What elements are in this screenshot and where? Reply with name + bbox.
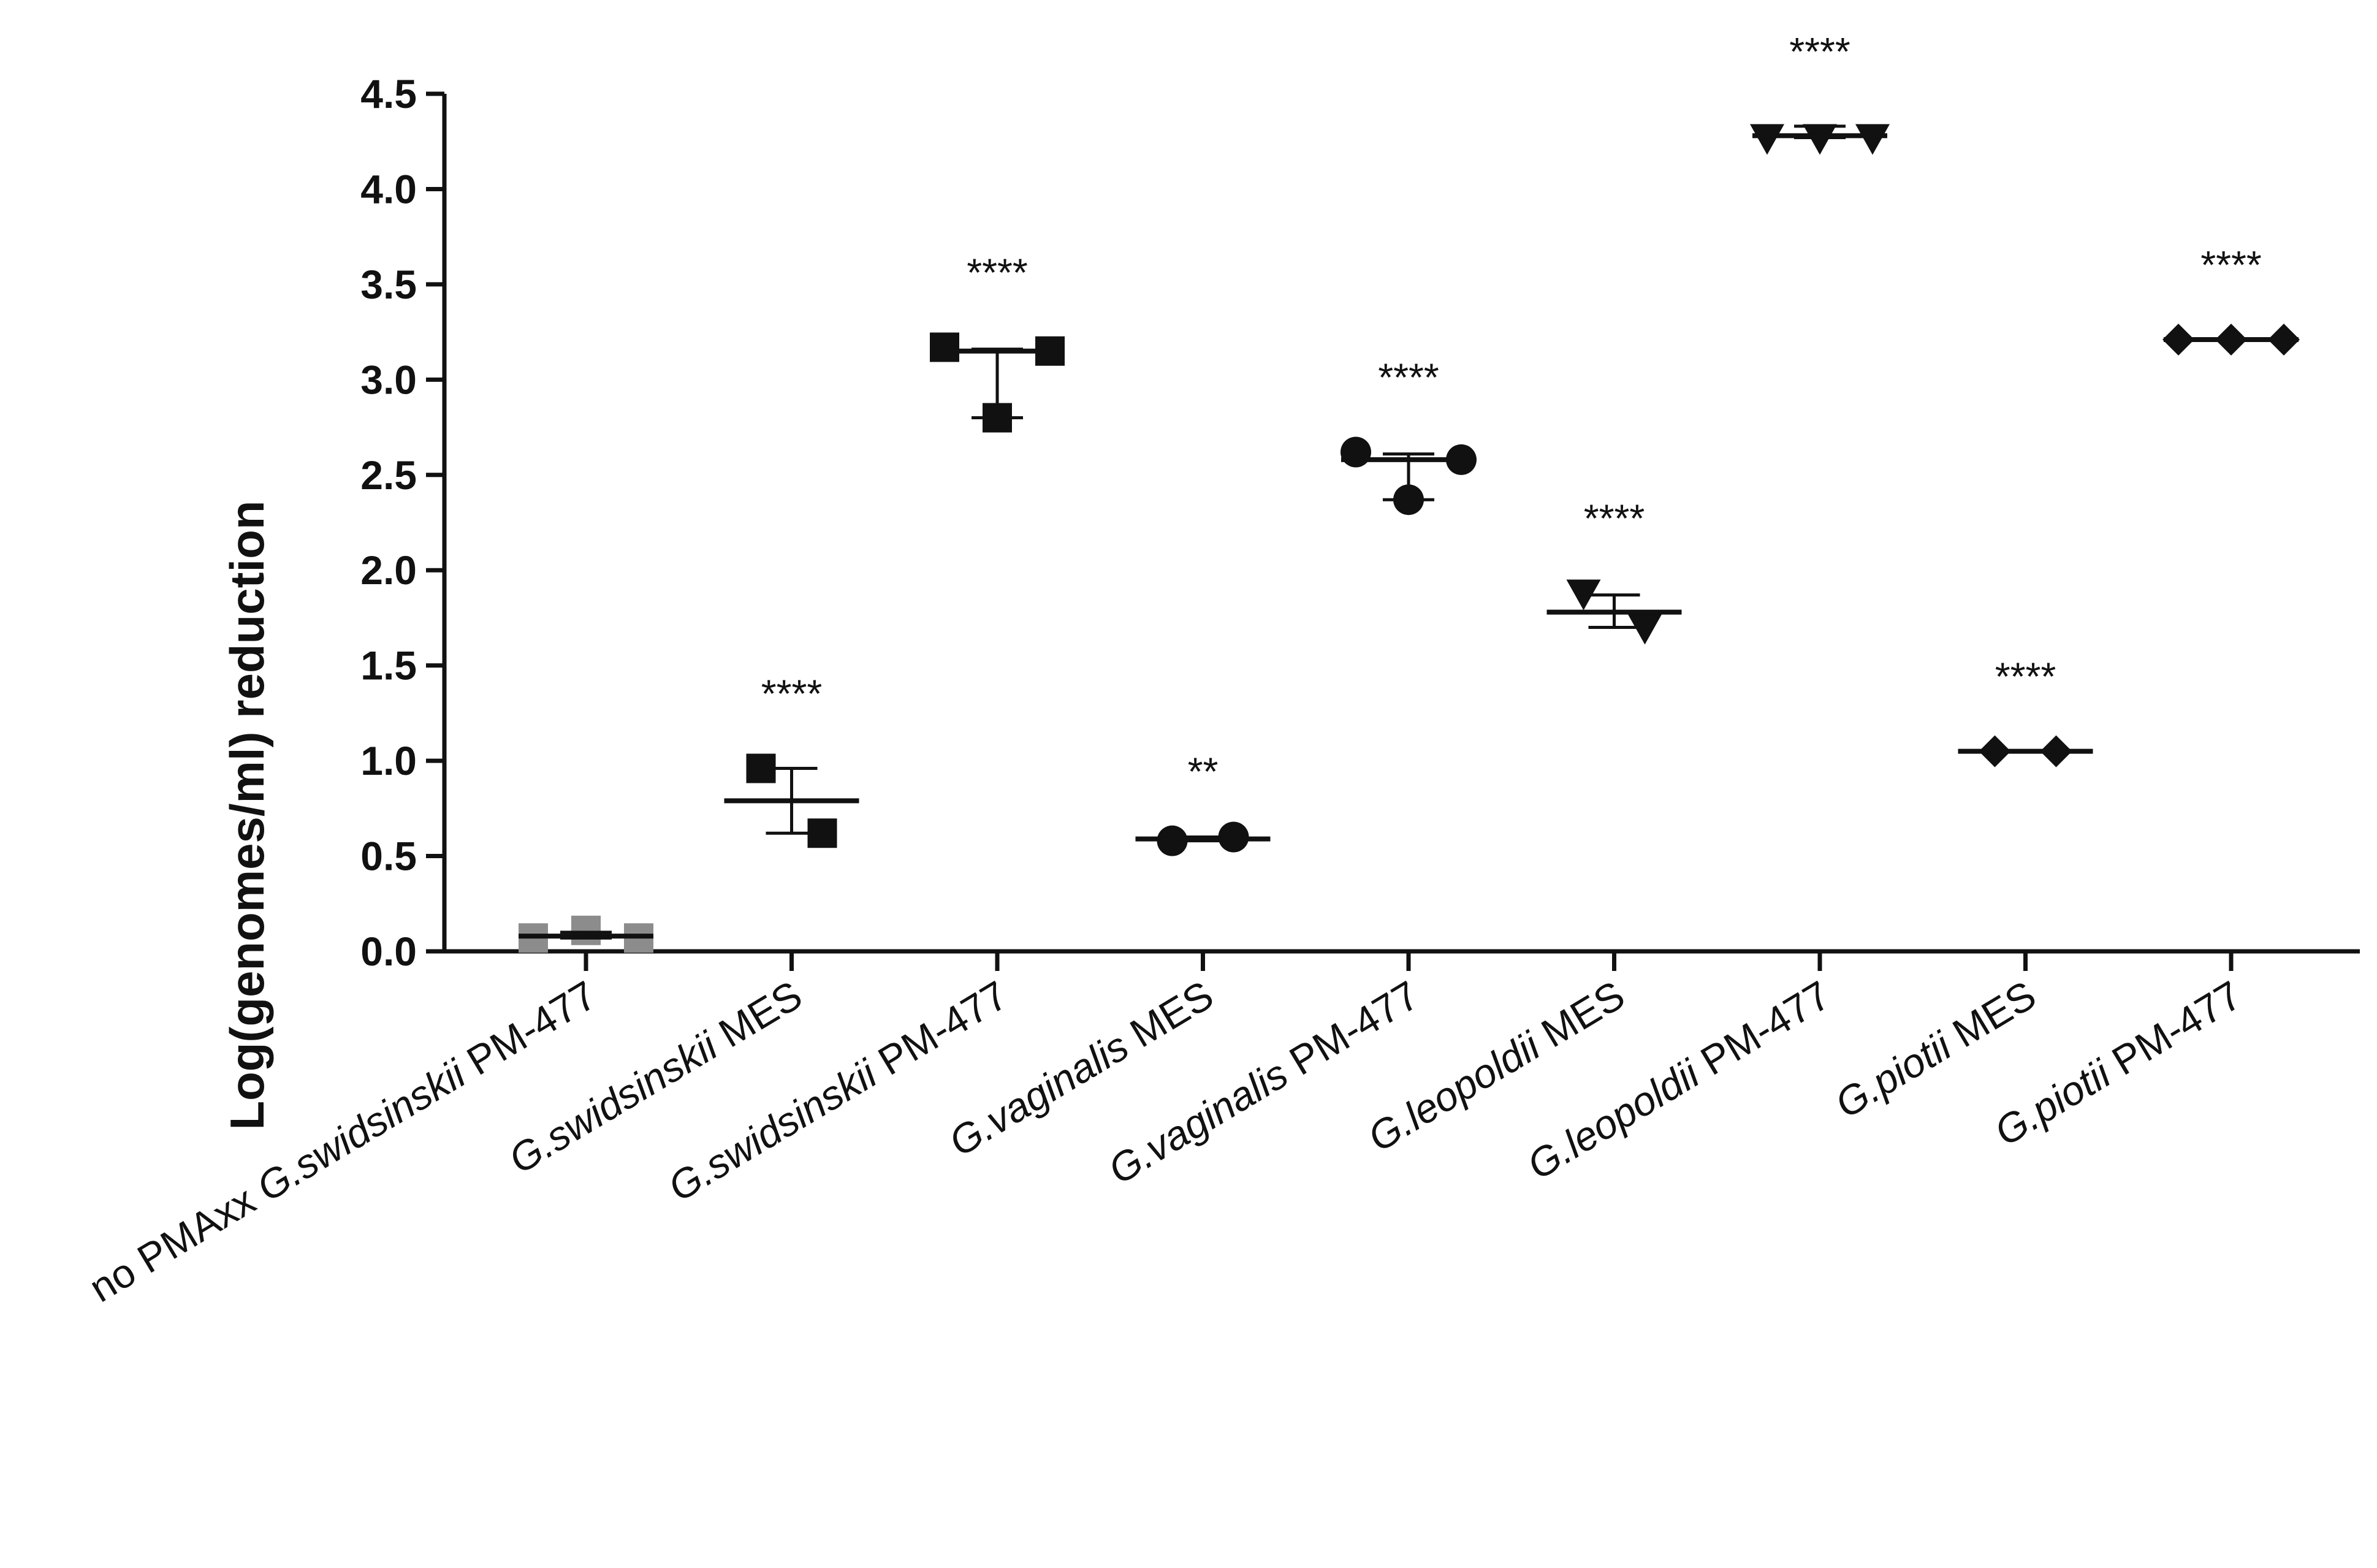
label-suffix: MES: [1935, 972, 2043, 1062]
y-tick-label: 1.5: [360, 643, 417, 688]
y-axis-title: Log(genomes/ml) reduction: [220, 500, 274, 1130]
label-italic: G.leopoldii: [1519, 1050, 1708, 1188]
label-suffix: MES: [1524, 972, 1632, 1062]
y-tick-label: 0.0: [360, 929, 417, 974]
label-italic: G.vaginalis: [1100, 1051, 1295, 1193]
significance-label: **: [1188, 749, 1219, 793]
group-4: ****: [1341, 355, 1477, 516]
triangle-marker: [1855, 124, 1890, 155]
group-2: ****: [930, 250, 1065, 433]
significance-label: ****: [2200, 243, 2262, 287]
data-series: ******************************: [519, 29, 2300, 953]
triangle-marker: [1803, 124, 1837, 155]
label-suffix: PM-477: [1272, 972, 1426, 1090]
x-category-label: G.swidsinskii PM-477: [660, 972, 1015, 1210]
significance-label: ****: [761, 672, 823, 716]
significance-label: ****: [1378, 355, 1439, 399]
label-suffix: MES: [1112, 972, 1220, 1062]
label-italic: G.vaginalis: [941, 1023, 1136, 1165]
group-8: ****: [2162, 243, 2300, 356]
label-italic: G.swidsinskii: [249, 1050, 474, 1210]
x-axis: no PMAxx G.swidsinskii PM-477G.swidsinsk…: [82, 949, 2360, 1311]
triangle-marker: [1566, 579, 1601, 611]
y-tick-label: 0.5: [360, 834, 417, 879]
group-5: ****: [1546, 497, 1682, 645]
label-plain: no PMAxx: [82, 1171, 273, 1311]
square-marker: [930, 332, 959, 362]
y-tick-label: 3.5: [360, 262, 417, 307]
label-suffix: MES: [701, 972, 809, 1062]
circle-marker: [1341, 436, 1371, 468]
y-axis: 0.0 0.5 1.0 1.5 2.0 2.5 3.0 3.5 4.0 4.5: [360, 71, 447, 974]
group-6: ****: [1750, 29, 1890, 155]
triangle-marker: [1627, 614, 1662, 645]
group-3: **: [1135, 749, 1271, 856]
y-tick-label: 4.5: [360, 71, 417, 116]
triangle-marker: [1750, 124, 1784, 155]
y-tick-label: 4.0: [360, 166, 417, 211]
label-suffix: PM-477: [449, 972, 604, 1090]
y-tick-label: 2.5: [360, 452, 417, 498]
label-suffix: PM-477: [2094, 972, 2249, 1090]
square-marker: [571, 915, 601, 945]
significance-label: ****: [1584, 497, 1645, 541]
label-suffix: PM-477: [1683, 972, 1838, 1090]
y-tick-label: 3.0: [360, 357, 417, 402]
y-tick-label: 1.0: [360, 738, 417, 783]
label-italic: G.piotii: [1827, 1022, 1960, 1126]
group-1: ****: [724, 672, 859, 848]
label-suffix: PM-477: [861, 972, 1015, 1090]
label-italic: G.leopoldii: [1360, 1022, 1548, 1160]
group-0: [519, 915, 653, 953]
significance-label: ****: [967, 250, 1028, 294]
y-tick-label: 2.0: [360, 547, 417, 593]
significance-label: ****: [1789, 29, 1850, 74]
significance-label: ****: [1995, 655, 2056, 699]
group-7: ****: [1958, 655, 2093, 767]
label-italic: G.piotii: [1987, 1050, 2119, 1154]
